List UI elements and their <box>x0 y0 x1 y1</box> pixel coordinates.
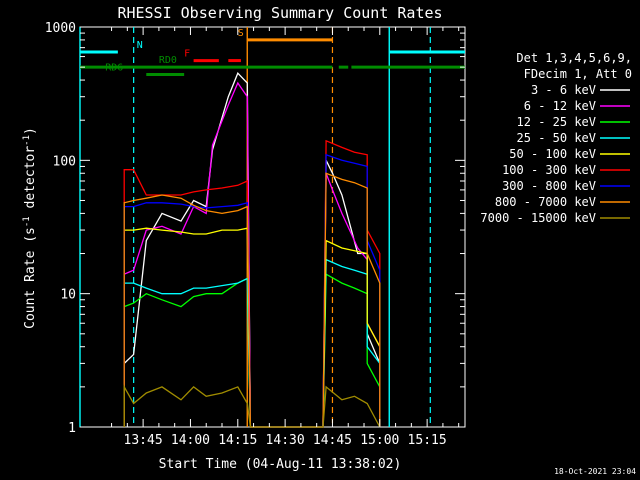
legend-label-8: 7000 - 15000 keV <box>480 211 596 225</box>
flag-label-s: S <box>238 28 244 39</box>
x-tick-label-5: 15:00 <box>360 433 399 448</box>
series-line-0 <box>123 72 381 428</box>
y-tick-label-1: 10 <box>60 288 76 303</box>
x-tick-label-4: 14:45 <box>313 433 352 448</box>
legend-label-3: 25 - 50 keV <box>517 131 596 145</box>
flag-label-f: F <box>184 49 190 60</box>
x-tick-label-0: 13:45 <box>124 433 163 448</box>
y-axis-label: Count Rate (s-1 detector-1) <box>22 127 38 329</box>
series-line-3 <box>123 258 381 428</box>
chart-title: RHESSI Observing Summary Count Rates <box>117 4 442 22</box>
series-line-8 <box>123 384 381 428</box>
y-tick-label-3: 1000 <box>45 21 76 36</box>
legend-label-2: 12 - 25 keV <box>517 115 596 129</box>
series-line-2 <box>123 273 381 428</box>
x-tick-label-6: 15:15 <box>408 433 447 448</box>
flag-label-rd6: RD6 <box>105 63 123 74</box>
x-tick-label-3: 14:30 <box>266 433 305 448</box>
legend-label-7: 800 - 7000 keV <box>495 195 596 209</box>
plot-area: N F S RD0 RD6 <box>79 26 466 428</box>
y-tick-label-2: 100 <box>53 154 76 169</box>
timestamp: 18-Oct-2021 23:04 <box>554 467 636 476</box>
legend-header-2: FDecim 1, Att 0 <box>524 67 632 81</box>
legend: Det 1,3,4,5,6,9, FDecim 1, Att 0 3 - 6 k… <box>480 51 632 225</box>
flag-label-rd0: RD0 <box>159 55 177 66</box>
legend-header-1: Det 1,3,4,5,6,9, <box>516 51 632 65</box>
flag-label-n: N <box>137 40 143 51</box>
legend-label-0: 3 - 6 keV <box>531 83 596 97</box>
series-line-1 <box>123 81 381 428</box>
x-tick-label-1: 14:00 <box>171 433 210 448</box>
plot-frame <box>79 26 466 428</box>
x-tick-label-2: 14:15 <box>218 433 257 448</box>
legend-label-1: 6 - 12 keV <box>524 99 596 113</box>
series-line-5 <box>123 139 381 428</box>
series-line-6 <box>123 153 381 428</box>
x-axis-label: Start Time (04-Aug-11 13:38:02) <box>159 457 402 472</box>
series-line-7 <box>123 172 381 428</box>
y-tick-label-0: 1 <box>68 421 76 436</box>
legend-label-6: 300 - 800 keV <box>502 179 596 193</box>
legend-label-5: 100 - 300 keV <box>502 163 596 177</box>
y-axis: 1 10 100 1000 <box>45 21 465 436</box>
x-axis: 13:45 14:00 14:15 14:30 14:45 15:00 15:15 <box>111 27 460 448</box>
series-line-4 <box>123 227 381 428</box>
legend-label-4: 50 - 100 keV <box>509 147 596 161</box>
